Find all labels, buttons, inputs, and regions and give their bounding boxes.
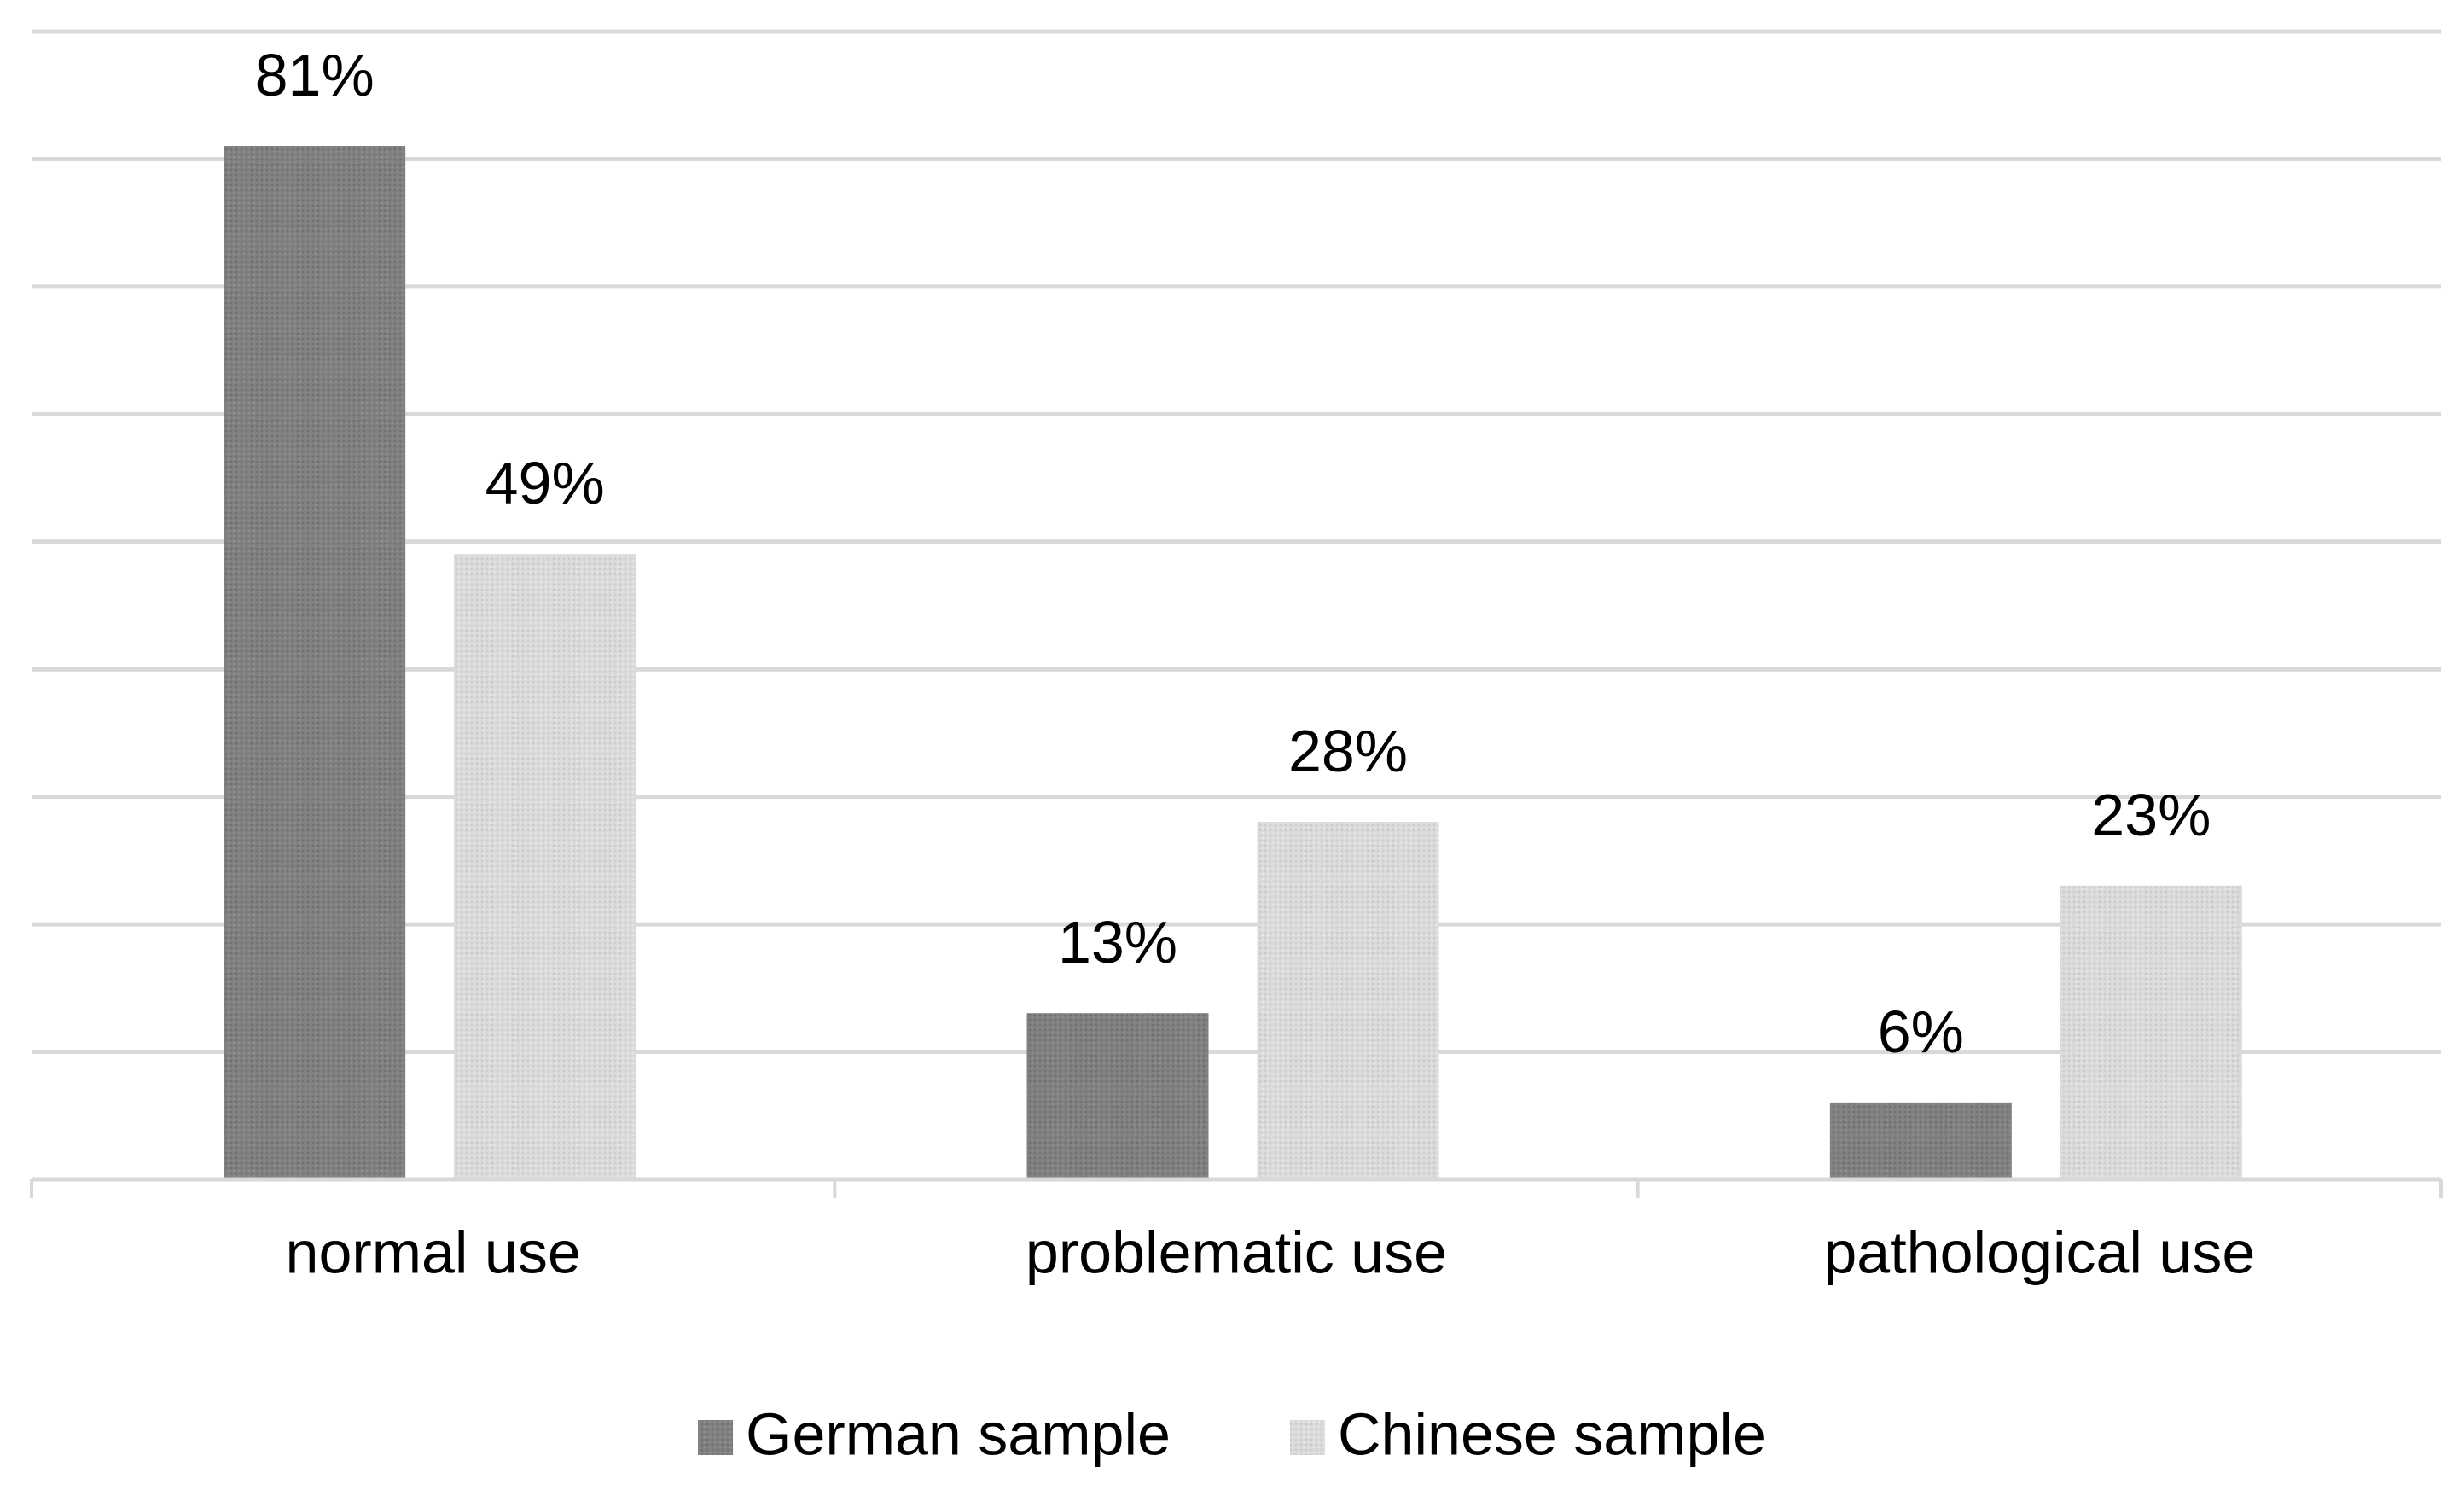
- bar: [1257, 822, 1439, 1180]
- bar: [2060, 885, 2242, 1180]
- value-label: 28%: [1288, 718, 1408, 784]
- x-tick-label: problematic use: [1026, 1219, 1447, 1285]
- x-tick-label: normal use: [286, 1219, 581, 1285]
- bar: [224, 146, 406, 1180]
- legend-label: German sample: [746, 1400, 1171, 1467]
- value-label: 6%: [1878, 998, 1964, 1065]
- bar: [454, 554, 636, 1180]
- legend-label: Chinese sample: [1338, 1400, 1766, 1467]
- bar: [1026, 1013, 1209, 1180]
- legend-swatch: [698, 1420, 733, 1455]
- value-label: 23%: [2091, 782, 2211, 848]
- value-label: 81%: [255, 42, 375, 108]
- legend-swatch: [1290, 1420, 1325, 1455]
- value-label: 13%: [1058, 909, 1177, 975]
- bar: [1829, 1102, 2012, 1180]
- x-tick-label: pathological use: [1823, 1219, 2255, 1285]
- value-label: 49%: [485, 450, 605, 516]
